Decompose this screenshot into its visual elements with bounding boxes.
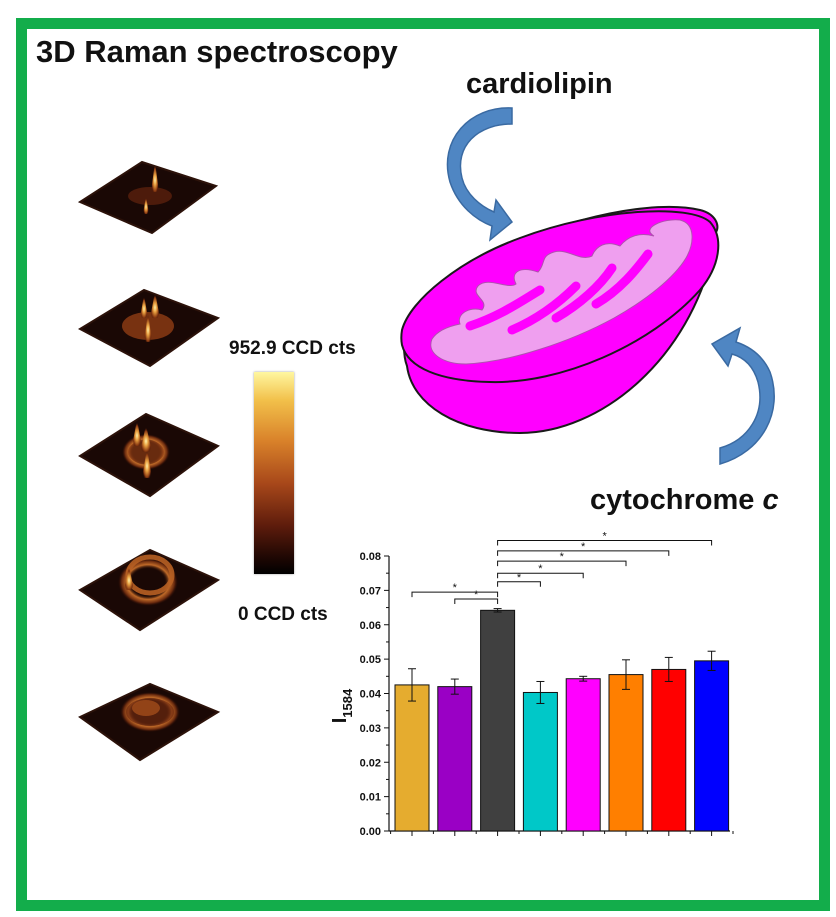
significance-bracket-2	[454, 598, 499, 604]
bar-1	[394, 684, 430, 832]
significance-star: *	[474, 589, 479, 601]
arrow-to-cytochrome	[710, 326, 775, 465]
significance-bracket-3	[497, 581, 541, 587]
y-tick-label: 0.04	[360, 689, 382, 701]
significance-bracket-5	[497, 560, 627, 567]
mitochondrion-illustration	[400, 205, 720, 435]
y-axis-label: I1584	[329, 688, 355, 723]
colorbar	[254, 372, 294, 574]
cardiolipin-label: cardiolipin	[466, 68, 613, 100]
significance-star: *	[581, 541, 586, 553]
raman-map-4	[78, 548, 221, 632]
arrow-to-cardiolipin	[446, 107, 514, 242]
significance-star: *	[453, 582, 458, 594]
raman-map-5	[78, 682, 221, 762]
cytochrome-text: cytochrome	[590, 484, 763, 516]
cytochrome-italic-c: c	[762, 484, 779, 516]
y-tick-label: 0.07	[360, 585, 381, 597]
bar-3	[480, 609, 516, 832]
significance-star: *	[560, 551, 565, 563]
significance-bracket-4	[497, 572, 584, 579]
y-axis-label-sub: 1584	[340, 688, 355, 718]
bar-7	[651, 668, 687, 832]
y-tick-label: 0.01	[360, 792, 381, 804]
bar-5	[565, 678, 601, 832]
significance-star: *	[602, 531, 607, 543]
colorbar-min-label: 0 CCD cts	[238, 604, 328, 625]
significance-bracket-1	[411, 591, 499, 598]
y-tick-label: 0.02	[360, 757, 381, 769]
raman-map-2	[77, 288, 221, 368]
bar-6	[608, 674, 644, 832]
raman-map-3	[78, 412, 220, 498]
significance-bracket-7	[497, 540, 713, 546]
y-tick-label: 0.08	[360, 551, 381, 563]
y-tick-label: 0.05	[360, 654, 381, 666]
y-axis-label-main: I	[329, 718, 351, 724]
cytochrome-c-label: cytochrome c	[590, 484, 779, 517]
bar-8	[694, 660, 730, 832]
y-tick-label: 0.06	[360, 620, 381, 632]
significance-bracket-6	[497, 550, 670, 556]
significance-star: *	[538, 563, 543, 575]
y-tick-label: 0.03	[360, 723, 381, 735]
bar-4	[522, 691, 558, 832]
raman-map-1	[77, 160, 219, 235]
significance-star: *	[517, 572, 522, 584]
bar-2	[437, 686, 473, 832]
figure-title: 3D Raman spectroscopy	[36, 34, 398, 69]
colorbar-max-label: 952.9 CCD cts	[229, 338, 356, 359]
bar-chart: 0.00 0.01 0.02 0.03 0.04 0.05 0.06 0.07 0.08 * * *…	[329, 531, 734, 838]
y-tick-label: 0.00	[360, 826, 381, 838]
